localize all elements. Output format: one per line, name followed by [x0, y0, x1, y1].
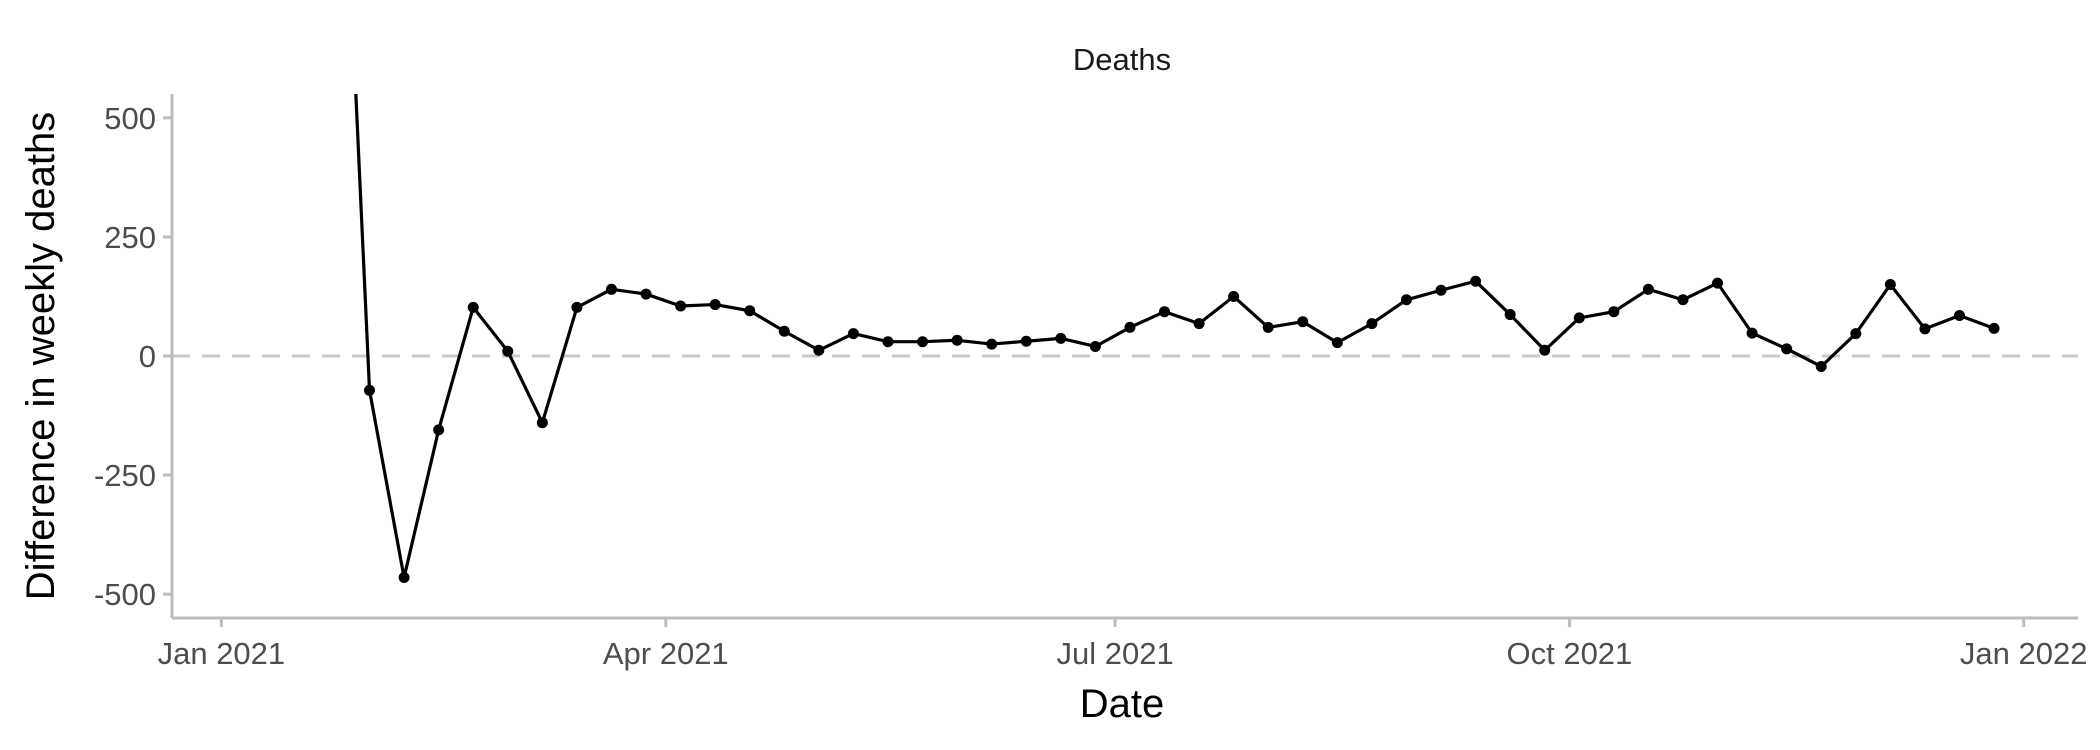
- data-point: [847, 328, 859, 340]
- data-point: [1193, 318, 1205, 330]
- data-point: [744, 305, 756, 317]
- data-point: [1435, 284, 1447, 296]
- data-point: [605, 283, 617, 295]
- data-point: [1089, 340, 1101, 352]
- x-axis-title: Date: [1080, 682, 1165, 726]
- y-axis-title: Difference in weekly deaths: [19, 112, 63, 600]
- data-point: [1055, 332, 1067, 344]
- y-tick-label: -500: [94, 577, 156, 612]
- data-point: [1746, 327, 1758, 339]
- data-point: [709, 299, 721, 311]
- data-point: [951, 334, 963, 346]
- data-point: [467, 301, 479, 313]
- data-point: [571, 301, 583, 313]
- data-point: [882, 336, 894, 348]
- data-point: [502, 345, 514, 357]
- data-point: [813, 344, 825, 356]
- y-tick-label: -250: [94, 458, 156, 493]
- data-point: [1850, 328, 1862, 340]
- data-point: [917, 336, 929, 348]
- data-point: [1400, 294, 1412, 306]
- data-point: [1228, 290, 1240, 302]
- data-point: [364, 384, 376, 396]
- data-point: [1642, 283, 1654, 295]
- y-tick-label: 0: [139, 339, 156, 374]
- data-point: [1884, 279, 1896, 291]
- data-point: [1677, 294, 1689, 306]
- y-tick-label: 500: [104, 101, 156, 136]
- x-tick-label: Apr 2021: [603, 636, 729, 671]
- points-layer: [364, 275, 2000, 584]
- data-point: [986, 338, 998, 350]
- data-point: [675, 300, 687, 312]
- x-tick-label: Jul 2021: [1057, 636, 1174, 671]
- data-point: [1573, 312, 1585, 324]
- data-point: [1331, 337, 1343, 349]
- data-point: [1919, 323, 1931, 335]
- data-point: [640, 288, 652, 300]
- data-point: [433, 424, 445, 436]
- y-tick-label: 250: [104, 220, 156, 255]
- x-tick-label: Jan 2022: [1960, 636, 2088, 671]
- data-point: [1159, 306, 1170, 318]
- data-point: [1539, 344, 1551, 356]
- data-point: [1815, 360, 1827, 372]
- data-point: [778, 325, 790, 337]
- y-ticks: 500 250 0 -250 -500: [94, 101, 172, 612]
- data-point: [1124, 321, 1136, 333]
- series-layer: [354, 94, 1995, 580]
- series-line: [354, 94, 1995, 580]
- data-point: [1712, 277, 1724, 289]
- data-point: [1988, 322, 2000, 334]
- data-point: [1366, 318, 1378, 330]
- data-point: [1781, 343, 1793, 355]
- data-point: [1020, 335, 1032, 347]
- data-point: [1470, 275, 1482, 287]
- x-ticks: Jan 2021 Apr 2021 Jul 2021 Oct 2021 Jan 2022: [158, 618, 2088, 671]
- data-point: [1297, 316, 1309, 328]
- data-point: [1262, 321, 1274, 333]
- data-point: [536, 417, 548, 429]
- x-tick-label: Jan 2021: [158, 636, 286, 671]
- panel-title: Deaths: [1073, 42, 1171, 77]
- data-point: [1953, 310, 1965, 322]
- x-tick-label: Oct 2021: [1506, 636, 1632, 671]
- data-point: [398, 572, 410, 584]
- data-point: [1608, 306, 1620, 318]
- data-point: [1504, 309, 1516, 321]
